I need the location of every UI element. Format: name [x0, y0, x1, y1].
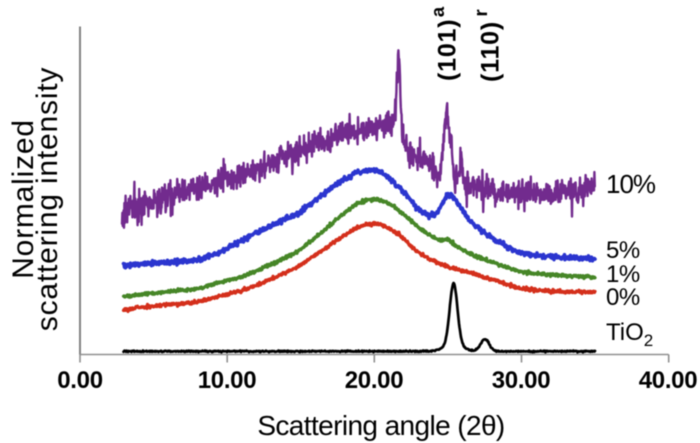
svg-text:(110)r: (110)r — [470, 9, 505, 82]
svg-text:(101)a: (101)a — [427, 6, 462, 81]
